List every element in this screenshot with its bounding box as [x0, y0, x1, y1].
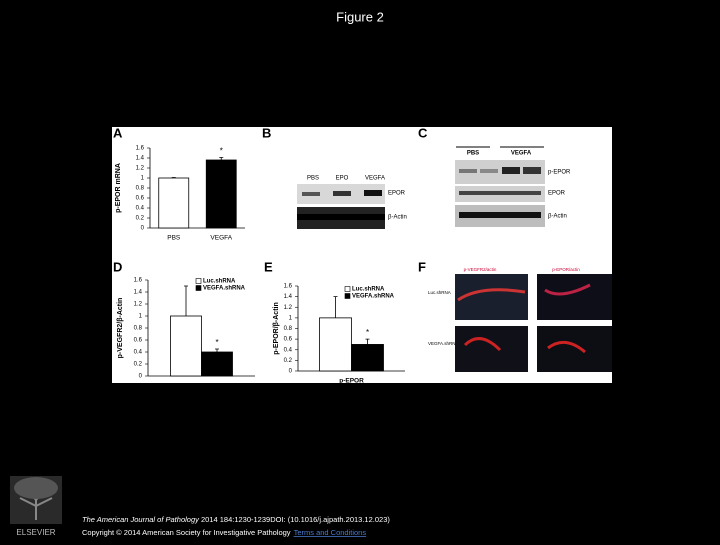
y-tick-label: 0.4: [134, 350, 143, 356]
y-axis-label: p-VEGFR2/β-Actin: [117, 298, 124, 359]
panel-label: C: [418, 125, 428, 140]
y-axis-label: p-EPOR/β-Actin: [273, 302, 280, 355]
y-tick-label: 0: [141, 226, 145, 232]
blot-image: [455, 160, 545, 227]
x-tick-label: PBS: [167, 235, 181, 242]
legend-label: Luc.shRNA: [352, 287, 385, 293]
lane-label: EPO: [336, 176, 349, 182]
x-tick-label: p-EPOR: [339, 378, 364, 385]
y-tick-label: 1.6: [284, 284, 293, 290]
column-label: p-VEGFR2/actin: [464, 267, 497, 272]
y-tick-label: 0.4: [136, 206, 145, 212]
row-label: Luc.shRNA: [428, 290, 451, 295]
error-bar: [215, 348, 219, 352]
y-tick-label: 1.6: [134, 278, 143, 284]
legend-swatch: [195, 278, 202, 284]
y-tick-label: 1.4: [134, 290, 143, 296]
lane-label: VEGFA: [511, 151, 532, 157]
y-tick-label: 1: [289, 315, 293, 321]
error-bar: [219, 157, 224, 160]
row-label: β-Actin: [548, 214, 567, 220]
legend-label: VEGFA.shRNA: [203, 286, 246, 292]
y-tick-label: 1.6: [136, 146, 145, 152]
panel-label: D: [113, 259, 122, 274]
y-tick-label: 1.2: [136, 166, 145, 172]
bar: [205, 159, 237, 229]
slide-title: Figure 2: [336, 9, 384, 24]
y-tick-label: 0: [289, 369, 293, 375]
annotation: *: [220, 147, 223, 156]
y-tick-label: 0.2: [284, 358, 293, 364]
y-tick-label: 0.6: [136, 196, 145, 202]
y-tick-label: 0.8: [134, 326, 143, 332]
panel-label: E: [264, 259, 273, 274]
journal: The American Journal of Pathology: [82, 515, 200, 524]
y-tick-label: 1.4: [284, 294, 293, 300]
annotation: *: [215, 338, 218, 347]
legend-label: VEGFA.shRNA: [352, 294, 395, 300]
y-tick-label: 1.4: [136, 156, 145, 162]
logo-text: ELSEVIER: [16, 528, 55, 537]
panel-label: F: [418, 259, 426, 274]
y-tick-label: 0.8: [284, 326, 293, 332]
bar: [170, 315, 202, 377]
error-bar: [184, 285, 188, 316]
error-bar: [333, 296, 338, 318]
column-label: p-EPOR/actin: [552, 267, 580, 272]
legend-swatch: [195, 285, 202, 291]
y-tick-label: 0.6: [134, 338, 143, 344]
citation: 2014 184:1230-1239DOI: (10.1016/j.ajpath…: [199, 515, 390, 524]
y-tick-label: 0.4: [284, 347, 293, 353]
legend-swatch: [344, 286, 351, 292]
bar: [158, 177, 190, 229]
annotation: *: [366, 328, 369, 337]
y-axis-label: p-EPOR mRNA: [115, 163, 122, 213]
y-tick-label: 1: [139, 314, 143, 320]
y-tick-label: 0: [139, 374, 143, 380]
panel-label: A: [113, 125, 123, 140]
row-label: p-EPOR: [548, 170, 571, 176]
x-tick-label: VEGFA: [210, 235, 232, 242]
row-label: β-Actin: [388, 215, 407, 221]
publisher-logo: ELSEVIER: [10, 476, 62, 537]
error-bar: [365, 338, 370, 345]
bar: [201, 351, 233, 377]
y-tick-label: 1.2: [284, 305, 293, 311]
y-tick-label: 0.2: [136, 216, 145, 222]
micrograph: [455, 274, 612, 372]
y-tick-label: 0.6: [284, 337, 293, 343]
bar: [351, 344, 384, 372]
bar: [319, 317, 352, 372]
row-label: EPOR: [388, 191, 406, 197]
error-bar: [171, 177, 176, 178]
row-label: EPOR: [548, 191, 566, 197]
lane-label: PBS: [307, 176, 319, 182]
terms-link[interactable]: Terms and Conditions: [294, 528, 367, 537]
y-tick-label: 1: [141, 176, 145, 182]
legend-label: Luc.shRNA: [203, 279, 236, 285]
panel-label: B: [262, 125, 271, 140]
y-tick-label: 1.2: [134, 302, 143, 308]
lane-label: VEGFA: [365, 176, 385, 182]
y-tick-label: 0.8: [136, 186, 145, 192]
y-tick-label: 0.2: [134, 362, 143, 368]
blot-image: [297, 184, 385, 229]
copyright: Copyright © 2014 American Society for In…: [82, 528, 291, 537]
row-label: VEGFA.shRNA: [428, 341, 459, 346]
footer-copyright: Copyright © 2014 American Society for In…: [82, 528, 366, 537]
lane-label: PBS: [467, 151, 479, 157]
footer-citation: The American Journal of Pathology 2014 1…: [82, 515, 390, 524]
legend-swatch: [344, 293, 351, 299]
x-tick-label: p-VEGFR2: [185, 383, 218, 390]
